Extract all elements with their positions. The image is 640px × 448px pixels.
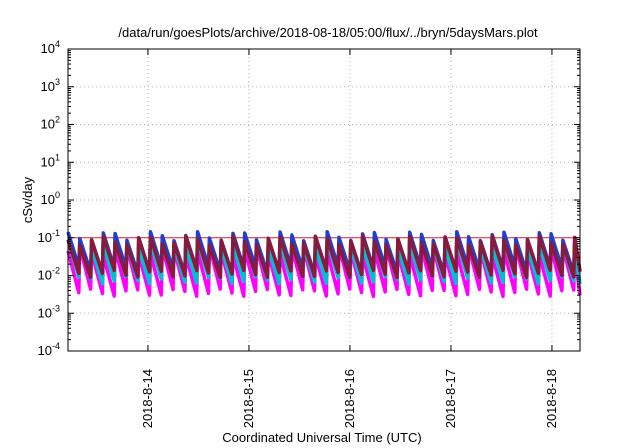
y-tick-label: 100 [41, 190, 60, 207]
x-tick-label: 2018-8-18 [544, 369, 559, 428]
y-tick-label: 10-2 [38, 266, 60, 283]
grid [68, 49, 580, 351]
y-tick-label: 10-1 [38, 228, 60, 245]
x-axis-ticks: 2018-8-14 2018-8-15 2018-8-16 2018-8-17 2018… [140, 49, 559, 428]
x-tick-label: 2018-8-15 [241, 369, 256, 428]
x-tick-label: 2018-8-17 [443, 369, 458, 428]
y-axis-label: cSv/day [20, 176, 35, 223]
x-tick-label: 2018-8-16 [342, 369, 357, 428]
y-tick-label: 10-3 [38, 303, 60, 320]
x-tick-label: 2018-8-14 [140, 369, 155, 428]
y-tick-label: 102 [41, 115, 60, 132]
series-group [66, 229, 582, 299]
y-tick-label: 10-4 [38, 341, 60, 358]
y-axis-ticks: 10-4 10-3 10-2 10-1 100 101 102 103 104 [38, 39, 580, 358]
y-tick-label: 101 [41, 152, 60, 169]
y-tick-label: 103 [41, 77, 60, 94]
chart-title: /data/run/goesPlots/archive/2018-08-18/0… [118, 25, 538, 40]
x-axis-label: Coordinated Universal Time (UTC) [222, 430, 421, 445]
y-tick-label: 104 [41, 39, 60, 56]
series-band [66, 234, 582, 280]
